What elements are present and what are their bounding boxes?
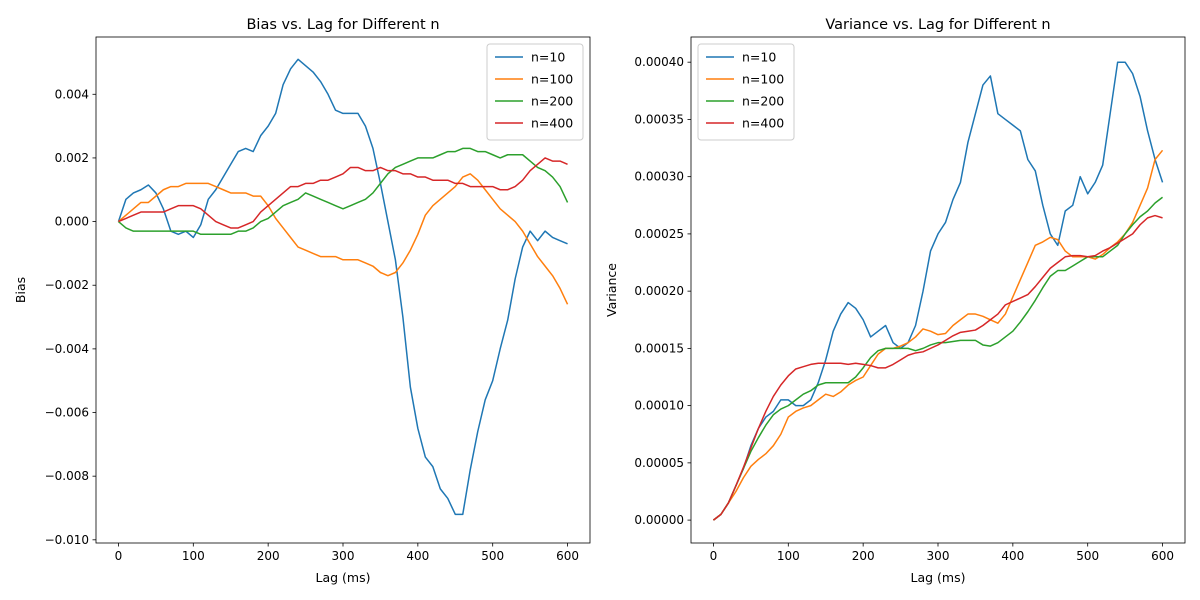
x-tick-label: 400 — [406, 549, 429, 563]
x-tick-label: 100 — [777, 549, 800, 563]
chart-title: Variance vs. Lag for Different n — [825, 17, 1050, 33]
series-line-n-100 — [117, 173, 569, 305]
legend-label: n=100 — [531, 72, 573, 87]
x-tick-label: 300 — [332, 549, 355, 563]
legend-label: n=200 — [531, 94, 573, 109]
y-tick-label: 0.00015 — [634, 341, 684, 355]
x-axis-label: Lag (ms) — [316, 570, 371, 585]
series-line-n-10 — [117, 58, 568, 516]
legend-box — [697, 43, 795, 141]
legend-label: n=200 — [742, 94, 784, 109]
y-tick-label: 0.00005 — [634, 456, 684, 470]
y-tick-label: 0.00040 — [634, 55, 684, 69]
y-tick-label: 0.00000 — [634, 513, 684, 527]
y-tick-label: 0.000 — [55, 215, 89, 229]
x-tick-label: 400 — [1001, 549, 1024, 563]
chart-variance: 0 100 200 300 400 500 600 0.00000 0.00005 0.00010… — [604, 17, 1186, 585]
series-line-n-200 — [117, 147, 569, 236]
legend-label: n=400 — [742, 116, 784, 131]
y-tick-label: 0.00020 — [634, 284, 684, 298]
x-tick-label: 200 — [852, 549, 875, 563]
y-tick-label: −0.008 — [45, 469, 89, 483]
x-tick-label: 0 — [710, 549, 718, 563]
legend-label: n=400 — [531, 116, 573, 131]
legend: n=10 n=100 n=200 n=400 — [697, 43, 795, 141]
y-tick-label: 0.00010 — [634, 399, 684, 413]
series-line-n-400 — [712, 214, 1163, 521]
y-tick-label: −0.006 — [45, 406, 89, 420]
series-line-n-400 — [118, 157, 568, 229]
legend-box — [486, 43, 584, 141]
series-line-n-100 — [712, 149, 1164, 521]
x-tick-label: 300 — [927, 549, 950, 563]
x-tick-label: 500 — [481, 549, 504, 563]
y-tick-label: 0.00025 — [634, 227, 684, 241]
y-tick-label: 0.00030 — [634, 170, 684, 184]
legend-label: n=100 — [742, 72, 784, 87]
y-axis-label: Bias — [13, 277, 28, 303]
y-tick-label: 0.004 — [55, 87, 89, 101]
x-tick-label: 500 — [1076, 549, 1099, 563]
x-tick-label: 600 — [556, 549, 579, 563]
chart-bias: 0 100 200 300 400 500 600 −0.010 −0.008 −0.006 −0.… — [13, 17, 591, 585]
x-tick-label: 100 — [182, 549, 205, 563]
series-line-n-10 — [712, 61, 1164, 521]
legend-label: n=10 — [531, 50, 565, 65]
y-tick-label: −0.002 — [45, 278, 89, 292]
y-axis-label: Variance — [604, 263, 619, 317]
x-tick-label: 200 — [257, 549, 280, 563]
series-line-n-200 — [712, 196, 1164, 521]
x-tick-label: 600 — [1151, 549, 1174, 563]
x-axis-label: Lag (ms) — [911, 570, 966, 585]
y-tick-label: −0.010 — [45, 533, 89, 547]
legend: n=10 n=100 n=200 n=400 — [486, 43, 584, 141]
y-tick-label: 0.002 — [55, 151, 89, 165]
legend-label: n=10 — [742, 50, 776, 65]
y-tick-label: 0.00035 — [634, 112, 684, 126]
chart-title: Bias vs. Lag for Different n — [246, 17, 439, 33]
y-tick-label: −0.004 — [45, 342, 89, 356]
x-tick-label: 0 — [115, 549, 123, 563]
